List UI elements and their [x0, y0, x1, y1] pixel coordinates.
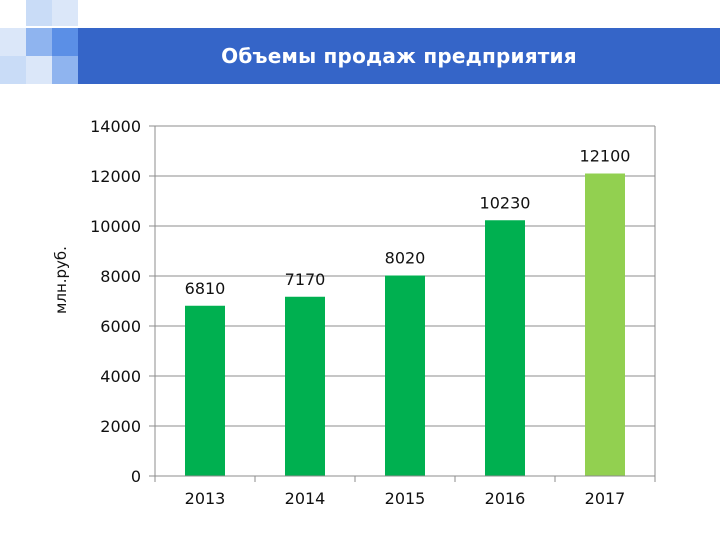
data-label: 10230 — [480, 193, 531, 212]
x-tick-label: 2014 — [285, 489, 326, 508]
deco-square-2 — [52, 0, 78, 26]
deco-square-8 — [52, 56, 78, 84]
bars — [185, 173, 625, 476]
y-tick-label: 2000 — [100, 417, 141, 436]
deco-square-1 — [26, 0, 52, 26]
data-label: 7170 — [285, 270, 326, 289]
title-bar — [78, 28, 720, 84]
y-tick-label: 0 — [131, 467, 141, 486]
y-tick-label: 14000 — [90, 117, 141, 136]
x-tick-label: 2013 — [185, 489, 226, 508]
deco-square-4 — [26, 28, 52, 56]
x-tick-label: 2015 — [385, 489, 426, 508]
deco-square-3 — [0, 28, 26, 56]
x-tick-label: 2017 — [585, 489, 626, 508]
y-tick-label: 4000 — [100, 367, 141, 386]
bar — [185, 305, 225, 476]
labels: 0 2000 4000 6000 8000 10000 12000 14000 2013 2014… — [90, 117, 630, 508]
deco-square-7 — [26, 56, 52, 84]
y-tick-label: 8000 — [100, 267, 141, 286]
data-label: 12100 — [580, 147, 631, 166]
bar — [485, 220, 525, 476]
slide-title: Объемы продаж предприятия — [221, 44, 577, 68]
y-tick-label: 12000 — [90, 167, 141, 186]
y-tick-label: 6000 — [100, 317, 141, 336]
y-axis-title: млн.руб. — [52, 246, 70, 314]
deco-square-6 — [0, 56, 26, 84]
bar — [385, 275, 425, 476]
y-tick-label: 10000 — [90, 217, 141, 236]
x-tick-label: 2016 — [485, 489, 526, 508]
axes — [149, 125, 656, 482]
deco-square-5 — [52, 28, 78, 56]
data-label: 6810 — [185, 279, 226, 298]
data-label: 8020 — [385, 249, 426, 268]
bar — [585, 173, 625, 476]
bar — [285, 296, 325, 476]
